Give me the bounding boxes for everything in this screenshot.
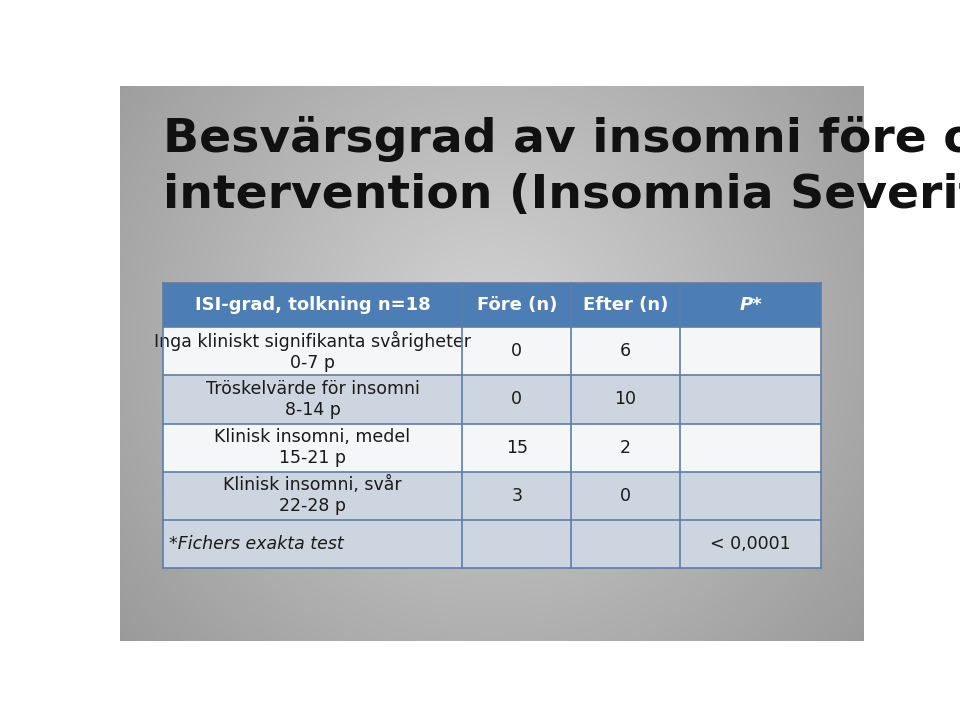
Bar bbox=[162, 472, 463, 520]
Bar bbox=[162, 375, 463, 423]
Bar bbox=[571, 283, 680, 328]
Bar bbox=[463, 520, 571, 567]
Text: 0: 0 bbox=[620, 487, 631, 505]
Bar bbox=[571, 423, 680, 472]
Bar bbox=[571, 328, 680, 375]
Text: < 0,0001: < 0,0001 bbox=[710, 535, 791, 553]
Text: Tröskelvärde för insomni
8-14 p: Tröskelvärde för insomni 8-14 p bbox=[205, 380, 420, 419]
Bar bbox=[571, 375, 680, 423]
Bar bbox=[680, 520, 822, 567]
Bar bbox=[571, 520, 680, 567]
Text: ISI-grad, tolkning n=18: ISI-grad, tolkning n=18 bbox=[195, 296, 430, 314]
Text: 0: 0 bbox=[512, 390, 522, 408]
Bar bbox=[680, 423, 822, 472]
Bar bbox=[463, 472, 571, 520]
Bar bbox=[162, 283, 463, 328]
Text: Inga kliniskt signifikanta svårigheter
0-7 p: Inga kliniskt signifikanta svårigheter 0… bbox=[154, 331, 471, 372]
Bar bbox=[162, 328, 463, 375]
Text: Före (n): Före (n) bbox=[476, 296, 557, 314]
Bar bbox=[680, 283, 822, 328]
Bar bbox=[680, 472, 822, 520]
Text: Klinisk insomni, medel
15-21 p: Klinisk insomni, medel 15-21 p bbox=[214, 428, 411, 467]
Text: P*: P* bbox=[739, 296, 762, 314]
Text: 0: 0 bbox=[512, 343, 522, 361]
Text: Efter (n): Efter (n) bbox=[583, 296, 668, 314]
Bar bbox=[162, 520, 463, 567]
Text: *Fichers exakta test: *Fichers exakta test bbox=[169, 535, 344, 553]
Text: Klinisk insomni, svår
22-28 p: Klinisk insomni, svår 22-28 p bbox=[223, 476, 402, 515]
Text: 10: 10 bbox=[614, 390, 636, 408]
Bar bbox=[463, 328, 571, 375]
Text: intervention (Insomnia Severity Index): intervention (Insomnia Severity Index) bbox=[162, 174, 960, 218]
Text: Besvärsgrad av insomni före och efter: Besvärsgrad av insomni före och efter bbox=[162, 116, 960, 162]
Bar bbox=[680, 375, 822, 423]
Bar bbox=[571, 472, 680, 520]
Text: 15: 15 bbox=[506, 438, 528, 456]
Text: 2: 2 bbox=[620, 438, 631, 456]
Bar bbox=[463, 423, 571, 472]
Text: 3: 3 bbox=[512, 487, 522, 505]
Bar bbox=[162, 423, 463, 472]
Text: 6: 6 bbox=[620, 343, 631, 361]
Bar bbox=[463, 283, 571, 328]
Bar bbox=[463, 375, 571, 423]
Bar bbox=[680, 328, 822, 375]
